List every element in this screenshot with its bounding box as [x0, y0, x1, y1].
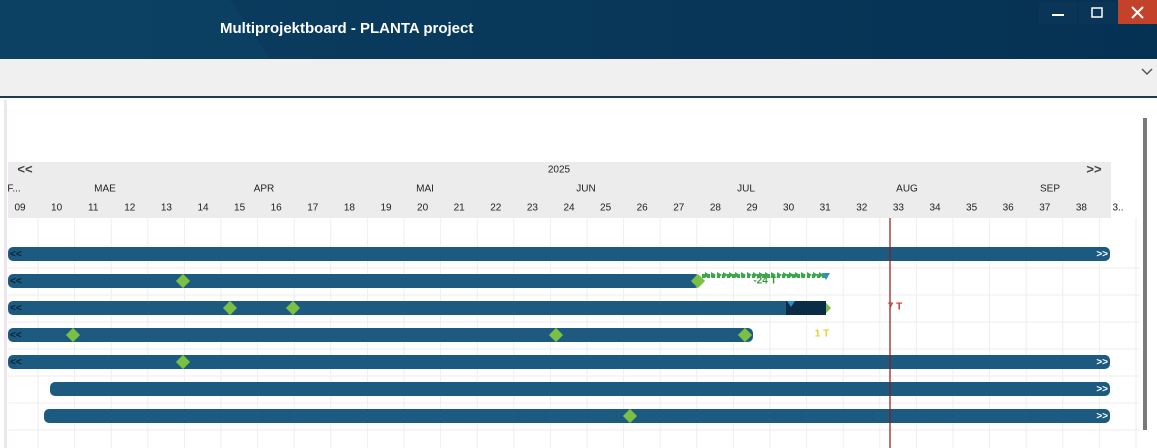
- toolbar-expand[interactable]: [1141, 68, 1153, 76]
- week-row: 09 10 11 12 13 14 15 16 17 18 19 20 21 22 23 24 25 26 27 28…: [14, 203, 1123, 214]
- milestone: [65, 327, 81, 343]
- project-bar: [50, 382, 1110, 396]
- annotation: 1 T: [815, 329, 829, 340]
- scrollbar[interactable]: [1143, 118, 1147, 430]
- project-bar: [8, 301, 826, 315]
- week-label: 35: [966, 203, 978, 214]
- maximize-button[interactable]: [1079, 2, 1117, 24]
- bar-marker-left: <<: [10, 303, 22, 314]
- close-icon: [1131, 6, 1144, 19]
- week-label: 10: [51, 203, 63, 214]
- month-label: JUL: [737, 184, 755, 195]
- week-label: 33: [893, 203, 905, 214]
- bar-marker-left: <<: [10, 276, 22, 287]
- week-label: 29: [746, 203, 758, 214]
- milestone: [690, 273, 706, 289]
- toolbar-border: [0, 96, 1157, 98]
- month-label: MAE: [94, 184, 116, 195]
- week-label: 22: [490, 203, 502, 214]
- annotation: 7 T: [888, 302, 902, 313]
- delay-arrow: [729, 272, 734, 278]
- milestone: [175, 354, 191, 370]
- week-label: 21: [454, 203, 466, 214]
- week-label: 24: [563, 203, 575, 214]
- week-label: 38: [1076, 203, 1088, 214]
- bar-overrun: [786, 301, 826, 315]
- window-title: Multiprojektboard - PLANTA project: [220, 20, 473, 37]
- milestone: [222, 300, 238, 316]
- week-label: 17: [307, 203, 319, 214]
- title-bar-accent: [0, 0, 270, 59]
- bar-marker-left: <<: [10, 249, 22, 260]
- week-label: 32: [856, 203, 868, 214]
- week-label: 14: [197, 203, 209, 214]
- milestone: [175, 273, 191, 289]
- project-bar: [8, 274, 700, 288]
- milestone: [548, 327, 564, 343]
- week-label: 31: [820, 203, 832, 214]
- week-label: 3..: [1112, 203, 1123, 214]
- project-bars: << >> << << << << >> >> >>: [8, 247, 1110, 424]
- project-bar: [8, 355, 1110, 369]
- bar-marker-left: <<: [10, 357, 22, 368]
- week-label: 20: [417, 203, 429, 214]
- nav-prev[interactable]: <<: [17, 161, 33, 176]
- month-label: F...: [7, 184, 20, 195]
- timeline-header: [8, 162, 1111, 218]
- week-label: 28: [710, 203, 722, 214]
- week-label: 09: [14, 203, 26, 214]
- year-label: 2025: [548, 165, 571, 176]
- week-label: 26: [637, 203, 649, 214]
- week-label: 30: [783, 203, 795, 214]
- end-marker: [787, 301, 795, 307]
- delay-arrow: [789, 272, 794, 278]
- week-label: 27: [673, 203, 685, 214]
- milestone: [737, 327, 753, 343]
- month-row: F... MAE APR MAI JUN JUL AUG SEP: [7, 184, 1060, 195]
- week-label: 25: [600, 203, 612, 214]
- week-label: 13: [161, 203, 173, 214]
- end-marker: [822, 273, 830, 280]
- week-label: 18: [344, 203, 356, 214]
- milestone: [285, 300, 301, 316]
- delay-arrow: [819, 272, 824, 278]
- bar-marker-right: >>: [1096, 384, 1108, 395]
- maximize-icon: [1091, 7, 1103, 18]
- toolbar: [0, 59, 1157, 97]
- week-label: 19: [380, 203, 392, 214]
- week-label: 36: [1003, 203, 1015, 214]
- month-label: AUG: [896, 184, 918, 195]
- week-label: 23: [527, 203, 539, 214]
- week-label: 12: [124, 203, 136, 214]
- week-label: 15: [234, 203, 246, 214]
- month-label: APR: [254, 184, 275, 195]
- delay-arrow: [759, 272, 764, 278]
- bar-marker-left: <<: [10, 330, 22, 341]
- nav-next[interactable]: >>: [1086, 161, 1102, 176]
- project-bar: [8, 247, 1110, 261]
- project-bar: [44, 409, 1110, 423]
- week-label: 11: [88, 203, 99, 214]
- month-label: JUN: [576, 184, 595, 195]
- month-label: MAI: [416, 184, 434, 195]
- annotation: -24 T: [753, 276, 776, 287]
- minimize-button[interactable]: [1039, 2, 1077, 24]
- bar-marker-right: >>: [1096, 411, 1108, 422]
- week-label: 34: [929, 203, 941, 214]
- project-bar: [8, 328, 753, 342]
- bar-marker-right: >>: [1096, 357, 1108, 368]
- month-label: SEP: [1040, 184, 1060, 195]
- week-label: 37: [1039, 203, 1051, 214]
- bar-marker-right: >>: [1096, 249, 1108, 260]
- milestone: [622, 408, 638, 424]
- week-label: 16: [271, 203, 283, 214]
- left-edge: [4, 100, 7, 448]
